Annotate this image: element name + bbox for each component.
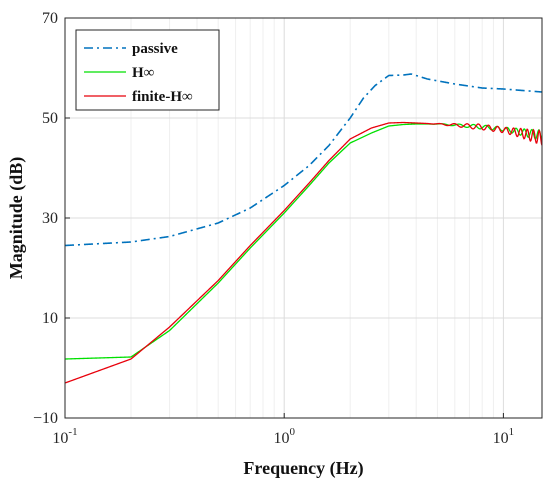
y-tick-label: 70	[42, 10, 58, 27]
legend: passive H∞ finite-H∞	[75, 29, 220, 111]
legend-label: H∞	[132, 65, 155, 81]
legend-box	[75, 29, 220, 111]
x-tick-label: 100	[273, 426, 295, 447]
y-tick-label: −10	[33, 410, 58, 427]
y-tick-label: 10	[42, 310, 58, 327]
legend-label: finite-H∞	[132, 89, 193, 105]
y-tick-label: 50	[42, 110, 58, 127]
x-tick-label: 10-1	[52, 426, 77, 447]
series-layer	[65, 73, 542, 384]
series-line-finite-hinf	[65, 121, 542, 384]
y-tick-label: 30	[42, 210, 58, 227]
x-axis-label: Frequency (Hz)	[243, 458, 363, 479]
y-axis-label: Magnitude (dB)	[6, 157, 27, 280]
legend-label: passive	[132, 41, 178, 57]
x-tick-label: 101	[493, 426, 515, 447]
series-line-passive	[65, 73, 542, 247]
tick-labels: −10 10 30 50 70 10-1 100 101	[33, 10, 514, 447]
